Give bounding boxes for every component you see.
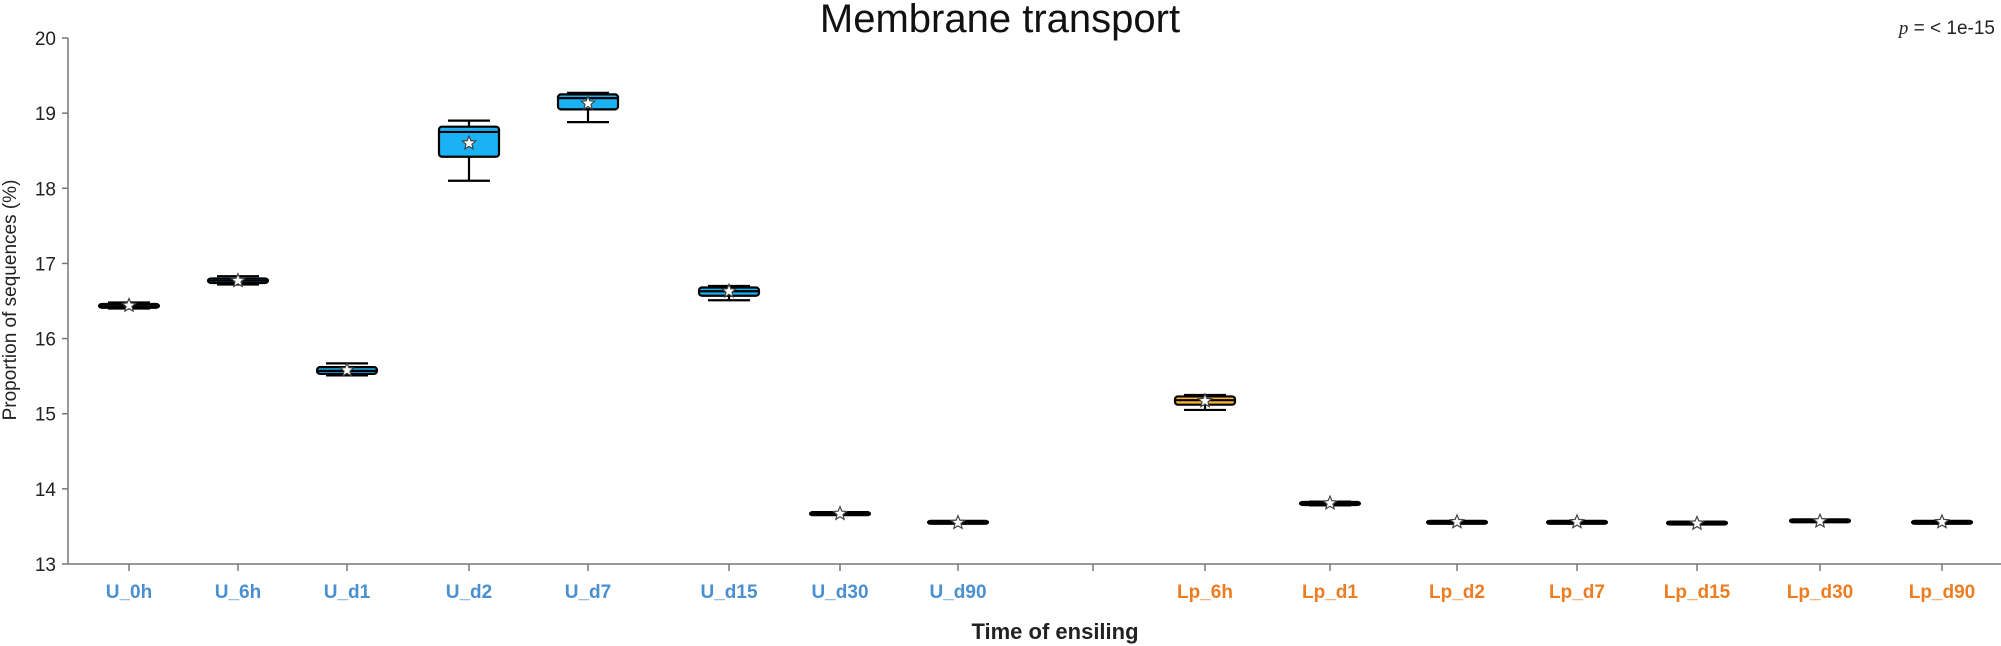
p-value-text: = < 1e-15 [1908,18,1995,39]
mean-star-marker [1448,513,1466,529]
mean-star-marker [338,361,356,378]
x-tick-label: Lp_d1 [1302,582,1358,603]
box-u-0h [97,296,161,313]
mean-star-marker [1321,494,1339,511]
chart-title: Membrane transport [820,0,1180,41]
box-lp-d7 [1545,513,1609,529]
axes: 13 14 15 16 17 18 19 20 [35,29,2001,576]
box-u-d1 [315,361,379,378]
box-lp-d2 [1425,513,1489,529]
box-lp-d1 [1298,494,1362,511]
x-tick-label: U_d1 [324,582,371,603]
x-tick-label: Lp_d7 [1549,582,1605,603]
mean-star-marker [229,272,247,288]
box-u-d2 [437,119,501,182]
box-series [97,91,1974,531]
x-tick-label: Lp_6h [1177,582,1233,603]
box-lp-d90 [1910,513,1974,529]
y-tick-label: 17 [35,254,56,275]
y-tick-label: 15 [35,405,56,426]
mean-star-marker [460,134,478,151]
box-lp-d30 [1788,512,1852,529]
box-u-d7 [556,91,620,124]
y-axis-label: Proportion of sequences (%) [0,180,21,421]
x-tick-label: U_d30 [811,582,868,603]
x-tick-labels: U_0h U_6h U_d1 U_d2 U_d7 U_d15 U_d30 U_d90 Lp_6h… [106,582,1976,603]
mean-star-marker [1933,513,1951,529]
box-u-d90 [926,514,990,530]
mean-star-marker [720,282,738,299]
mean-star-marker [1568,513,1586,529]
x-tick-label: Lp_d90 [1909,582,1976,603]
mean-star-marker [120,296,138,313]
y-tick-label: 16 [35,330,56,351]
y-tick-label: 14 [35,480,57,501]
y-tick-label: 18 [35,179,56,200]
box-lp-d15 [1665,514,1729,531]
mean-star-marker [1811,512,1829,529]
x-tick-label: U_d90 [929,582,986,603]
x-tick-label: Lp_d15 [1664,582,1731,603]
y-tick-label: 13 [35,555,56,576]
mean-star-marker [1196,392,1214,408]
x-tick-label: U_d2 [446,582,492,603]
p-value-annotation: p = < 1e-15 [1897,18,1995,39]
x-axis-label: Time of ensiling [971,619,1138,644]
x-tick-label: Lp_d2 [1429,582,1485,603]
box-u-d30 [808,505,872,521]
mean-star-marker [579,94,597,111]
x-tick-label: U_d15 [700,582,757,603]
mean-star-marker [1688,514,1706,531]
x-tick-label: Lp_d30 [1787,582,1854,603]
x-tick-label: U_6h [215,582,261,603]
x-tick-label: U_d7 [565,582,611,603]
p-value-symbol: p [1897,18,1909,39]
box-u-d15 [697,282,761,302]
mean-star-marker [949,514,967,530]
y-tick-label: 19 [35,104,56,125]
y-tick-label: 20 [35,29,56,50]
box-u-6h [206,272,270,288]
box-lp-6h [1173,392,1237,412]
mean-star-marker [831,505,849,521]
x-tick-label: U_0h [106,582,152,603]
